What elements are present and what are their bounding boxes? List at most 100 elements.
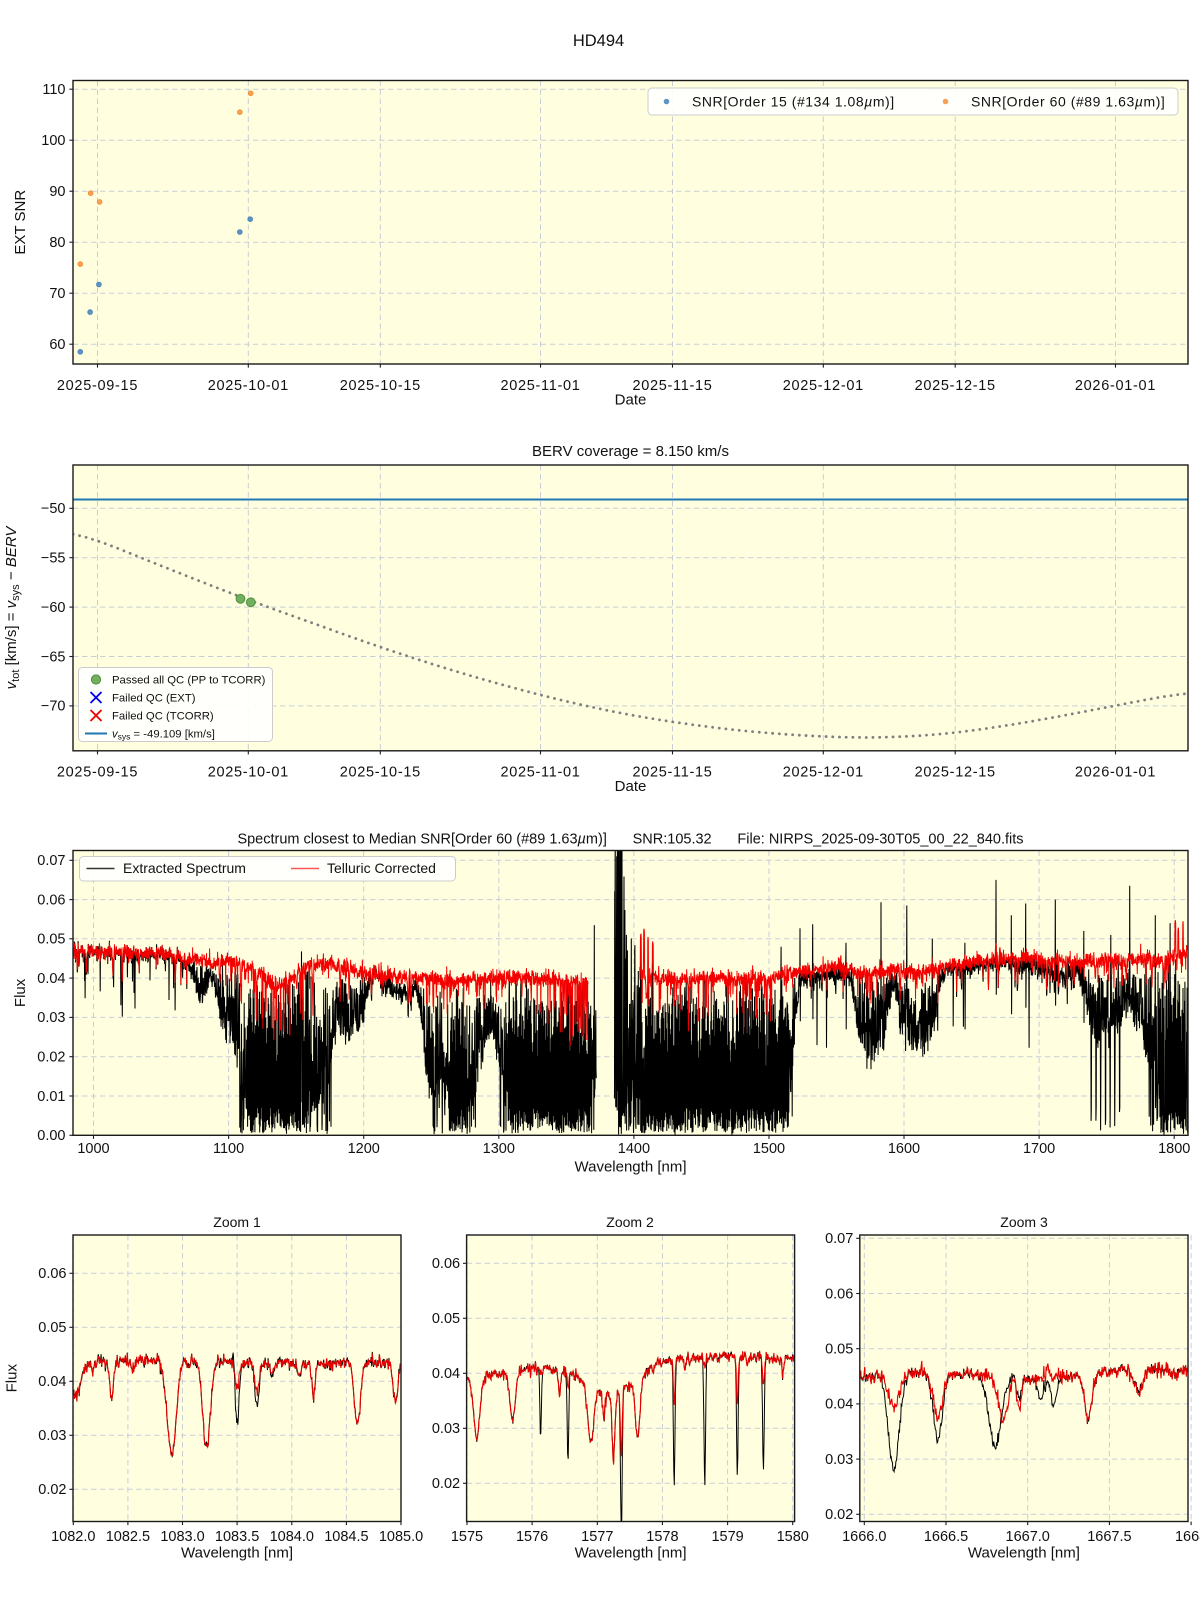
svg-text:1083.0: 1083.0 (160, 1529, 204, 1545)
svg-text:0.05: 0.05 (432, 1311, 460, 1327)
svg-text:1082.5: 1082.5 (106, 1529, 150, 1545)
svg-text:2025-12-15: 2025-12-15 (915, 765, 996, 781)
svg-text:2025-09-15: 2025-09-15 (57, 378, 138, 394)
svg-text:2025-11-01: 2025-11-01 (500, 765, 580, 781)
svg-text:2025-11-15: 2025-11-15 (632, 378, 712, 394)
svg-text:70: 70 (49, 286, 65, 302)
svg-text:Spectrum closest to Median SNR: Spectrum closest to Median SNR[Order 60 … (237, 832, 1023, 848)
svg-text:110: 110 (42, 82, 65, 98)
svg-text:1500: 1500 (753, 1141, 785, 1157)
svg-text:0.04: 0.04 (37, 971, 65, 987)
svg-text:1600: 1600 (888, 1141, 920, 1157)
svg-text:1667.0: 1667.0 (1006, 1529, 1050, 1545)
svg-text:2025-11-01: 2025-11-01 (500, 378, 580, 394)
svg-text:Passed all QC (PP to TCORR): Passed all QC (PP to TCORR) (112, 675, 266, 687)
svg-text:1575: 1575 (451, 1529, 483, 1545)
svg-text:1578: 1578 (646, 1529, 678, 1545)
svg-text:1084.0: 1084.0 (270, 1529, 314, 1545)
svg-text:−70: −70 (41, 699, 66, 715)
svg-text:0.02: 0.02 (38, 1482, 66, 1498)
svg-text:0.06: 0.06 (432, 1256, 460, 1272)
svg-text:Failed QC (EXT): Failed QC (EXT) (112, 693, 196, 705)
svg-text:1200: 1200 (348, 1141, 380, 1157)
svg-text:vsys = -49.109 [km/s]: vsys = -49.109 [km/s] (112, 729, 215, 742)
svg-text:Flux: Flux (12, 978, 29, 1007)
svg-text:0.07: 0.07 (825, 1231, 853, 1247)
svg-text:1700: 1700 (1023, 1141, 1055, 1157)
svg-text:1667.5: 1667.5 (1087, 1529, 1131, 1545)
svg-text:0.02: 0.02 (825, 1507, 853, 1523)
svg-text:0.06: 0.06 (37, 892, 65, 908)
svg-text:1668: 1668 (1175, 1529, 1200, 1545)
svg-text:−65: −65 (41, 649, 66, 665)
svg-text:1576: 1576 (516, 1529, 548, 1545)
svg-text:1666.5: 1666.5 (924, 1529, 968, 1545)
svg-text:1577: 1577 (581, 1529, 613, 1545)
svg-text:1800: 1800 (1158, 1141, 1190, 1157)
svg-text:Telluric Corrected: Telluric Corrected (327, 860, 436, 876)
svg-text:Wavelength [nm]: Wavelength [nm] (575, 1545, 687, 1562)
svg-text:1579: 1579 (711, 1529, 743, 1545)
svg-text:0.06: 0.06 (825, 1286, 853, 1302)
svg-text:Zoom 1: Zoom 1 (213, 1214, 261, 1230)
svg-text:100: 100 (41, 133, 65, 149)
svg-text:EXT SNR: EXT SNR (12, 190, 29, 255)
svg-text:Wavelength [nm]: Wavelength [nm] (181, 1545, 293, 1562)
svg-text:1300: 1300 (483, 1141, 515, 1157)
svg-text:SNR[Order 15 (#134 1.08µm)]: SNR[Order 15 (#134 1.08µm)] (692, 94, 895, 110)
svg-text:Failed QC (TCORR): Failed QC (TCORR) (112, 711, 214, 723)
svg-text:−50: −50 (41, 501, 66, 517)
svg-text:0.05: 0.05 (825, 1342, 853, 1358)
svg-text:1400: 1400 (618, 1141, 650, 1157)
svg-text:−60: −60 (41, 600, 66, 616)
svg-text:0.06: 0.06 (38, 1266, 66, 1282)
svg-text:2025-10-01: 2025-10-01 (208, 765, 289, 781)
svg-text:2025-10-15: 2025-10-15 (340, 378, 421, 394)
svg-text:2025-12-01: 2025-12-01 (783, 378, 864, 394)
svg-text:80: 80 (49, 235, 65, 251)
svg-text:2025-11-15: 2025-11-15 (632, 765, 712, 781)
svg-text:1580: 1580 (777, 1529, 809, 1545)
svg-text:2025-12-15: 2025-12-15 (915, 378, 996, 394)
svg-text:−55: −55 (41, 551, 66, 567)
svg-text:0.04: 0.04 (38, 1374, 66, 1390)
svg-text:0.05: 0.05 (37, 932, 65, 948)
svg-text:Date: Date (615, 392, 647, 409)
svg-text:2025-10-15: 2025-10-15 (340, 765, 421, 781)
svg-text:1100: 1100 (213, 1141, 244, 1157)
svg-text:vtot [km/s] = vsys − BERV: vtot [km/s] = vsys − BERV (3, 525, 22, 690)
svg-text:0.02: 0.02 (37, 1050, 65, 1066)
svg-text:0.07: 0.07 (37, 853, 65, 869)
svg-text:2025-10-01: 2025-10-01 (208, 378, 289, 394)
svg-text:Wavelength [nm]: Wavelength [nm] (575, 1159, 687, 1176)
svg-text:Flux: Flux (4, 1364, 21, 1393)
svg-text:0.04: 0.04 (825, 1397, 853, 1413)
svg-text:0.03: 0.03 (825, 1452, 853, 1468)
svg-text:1666.0: 1666.0 (842, 1529, 886, 1545)
svg-text:BERV coverage = 8.150 km/s: BERV coverage = 8.150 km/s (532, 443, 729, 460)
svg-text:1082.0: 1082.0 (51, 1529, 95, 1545)
svg-text:Extracted Spectrum: Extracted Spectrum (123, 860, 246, 876)
svg-text:Zoom 3: Zoom 3 (1000, 1214, 1048, 1230)
svg-text:SNR[Order 60 (#89 1.63µm)]: SNR[Order 60 (#89 1.63µm)] (971, 94, 1165, 110)
svg-text:1083.5: 1083.5 (215, 1529, 259, 1545)
svg-text:Date: Date (615, 778, 647, 795)
svg-text:2025-09-15: 2025-09-15 (57, 765, 138, 781)
svg-text:1085.0: 1085.0 (379, 1529, 423, 1545)
svg-text:0.04: 0.04 (432, 1366, 460, 1382)
svg-text:0.03: 0.03 (432, 1421, 460, 1437)
svg-text:1000: 1000 (77, 1141, 109, 1157)
svg-text:90: 90 (49, 184, 65, 200)
svg-text:60: 60 (49, 337, 65, 353)
svg-text:Wavelength [nm]: Wavelength [nm] (968, 1545, 1080, 1562)
svg-text:2025-12-01: 2025-12-01 (783, 765, 864, 781)
svg-text:0.00: 0.00 (37, 1128, 65, 1144)
svg-text:Zoom 2: Zoom 2 (606, 1214, 654, 1230)
svg-text:0.03: 0.03 (37, 1010, 65, 1026)
svg-text:1084.5: 1084.5 (324, 1529, 368, 1545)
svg-text:HD494: HD494 (573, 32, 624, 50)
svg-text:0.02: 0.02 (432, 1476, 460, 1492)
svg-text:0.01: 0.01 (37, 1089, 65, 1105)
svg-text:2026-01-01: 2026-01-01 (1075, 765, 1156, 781)
svg-text:0.05: 0.05 (38, 1320, 66, 1336)
